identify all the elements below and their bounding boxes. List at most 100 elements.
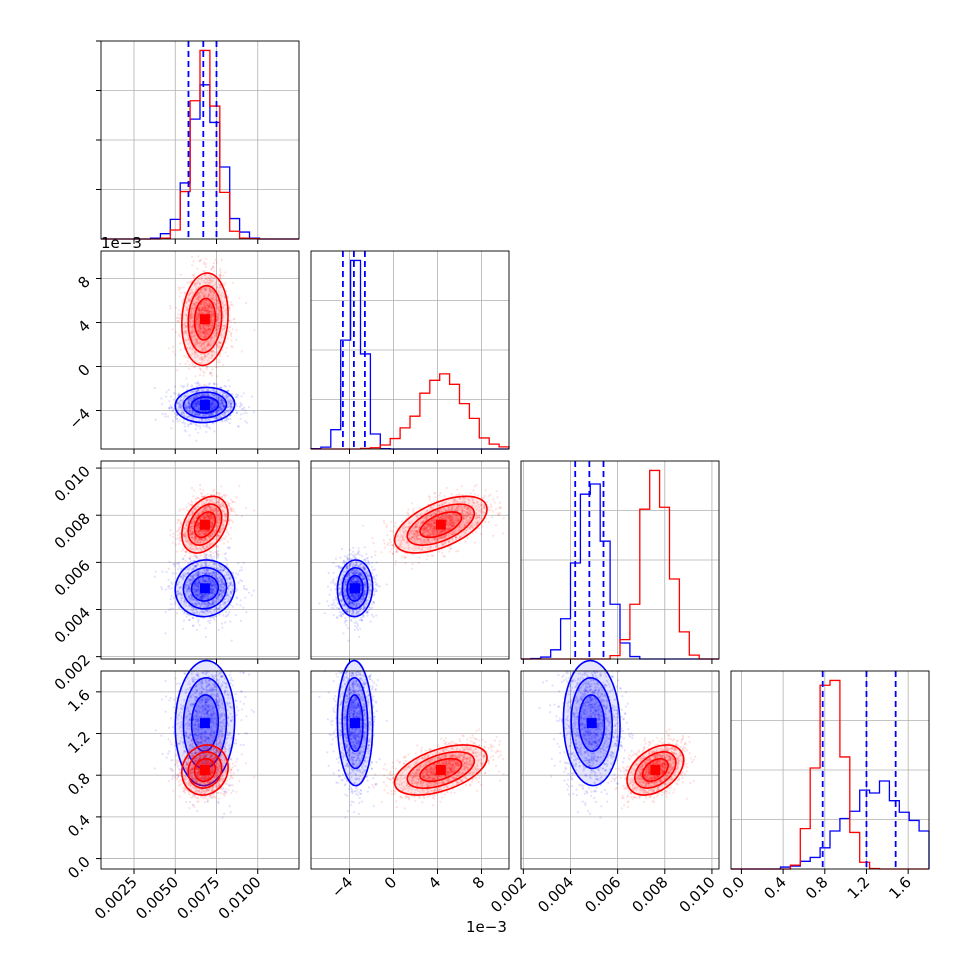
histogram-panel-0 [96, 40, 300, 244]
sample-point [207, 383, 211, 386]
sample-point [236, 396, 239, 399]
sample-point [183, 612, 186, 615]
sample-point [179, 291, 182, 294]
sample-point [177, 316, 180, 319]
sample-point [186, 509, 189, 512]
sample-point [245, 302, 248, 305]
sample-point [175, 612, 179, 615]
sample-point [199, 488, 202, 491]
sample-point [239, 413, 243, 416]
sample-point [204, 635, 207, 639]
sample-point [214, 403, 217, 406]
sample-point [222, 406, 225, 409]
sample-point [225, 395, 228, 398]
sample-point [230, 339, 233, 342]
sample-point [230, 400, 233, 403]
sample-point [167, 415, 170, 418]
sample-point [218, 354, 222, 357]
sample-point [230, 345, 233, 348]
sample-point [182, 558, 185, 561]
sample-point [184, 422, 187, 425]
sample-point [169, 597, 172, 601]
sample-point [210, 493, 213, 496]
density-peak-series-1 [199, 314, 210, 325]
sample-point [210, 402, 213, 405]
sample-point [188, 403, 191, 406]
sample-point [165, 571, 168, 574]
sample-point [202, 370, 205, 373]
sample-point [175, 572, 178, 575]
sample-point [239, 599, 242, 602]
sample-point [210, 372, 213, 375]
sample-point [217, 628, 220, 631]
sample-point [189, 397, 192, 400]
sample-point [224, 557, 227, 560]
sample-point [153, 575, 156, 578]
sample-point [182, 619, 186, 622]
sample-point [188, 422, 191, 426]
sample-point [218, 405, 221, 408]
sample-point [194, 498, 197, 501]
sample-point [218, 361, 221, 364]
sample-point [186, 360, 189, 363]
sample-point [169, 607, 172, 610]
sample-point [213, 382, 216, 385]
sample-point [171, 409, 174, 412]
sample-point [197, 407, 200, 410]
sample-point [237, 425, 240, 428]
sample-point [210, 268, 213, 271]
sample-point [195, 439, 198, 442]
sample-point [238, 297, 241, 300]
sample-point [183, 397, 186, 400]
sample-point [225, 347, 228, 350]
sample-point [216, 375, 219, 378]
sample-point [165, 588, 168, 591]
sample-point [235, 404, 238, 408]
sample-point [187, 367, 191, 370]
grid [101, 251, 299, 449]
sample-point [174, 565, 177, 568]
sample-point [170, 595, 173, 598]
sample-point [193, 489, 196, 492]
sample-point [211, 368, 214, 371]
sample-point [188, 619, 191, 622]
sample-point [220, 622, 224, 625]
sample-point [222, 392, 225, 395]
sample-point [252, 411, 256, 414]
sample-point [174, 392, 177, 395]
sample-point [206, 426, 209, 429]
sample-point [180, 411, 183, 414]
sample-point [170, 405, 173, 409]
sample-point [202, 489, 205, 492]
sample-point [221, 349, 224, 352]
sample-point [195, 628, 198, 631]
sample-point [193, 413, 196, 416]
sample-point [218, 493, 221, 496]
sample-point [215, 383, 219, 386]
sample-point [174, 543, 177, 546]
sample-point [235, 412, 238, 415]
sample-point [192, 554, 195, 558]
sample-point [239, 604, 242, 607]
sample-point [190, 397, 193, 400]
sample-point [209, 619, 212, 622]
sample-point [176, 369, 179, 372]
sample-point [238, 485, 241, 488]
sample-point [201, 414, 204, 418]
sample-point [223, 384, 226, 387]
sample-point [242, 561, 245, 565]
sample-point [187, 405, 190, 409]
sample-point [210, 407, 213, 410]
sample-point [202, 389, 205, 392]
sample-point [212, 616, 215, 619]
sample-point [190, 385, 193, 388]
sample-point [227, 403, 230, 406]
sample-point [183, 291, 186, 294]
sample-point [230, 334, 233, 338]
sample-point [171, 328, 174, 331]
y-tick-label: 0 [74, 361, 93, 380]
sample-point [214, 403, 217, 406]
sample-point [206, 398, 209, 401]
sample-point [230, 301, 233, 304]
sample-point [175, 417, 178, 420]
